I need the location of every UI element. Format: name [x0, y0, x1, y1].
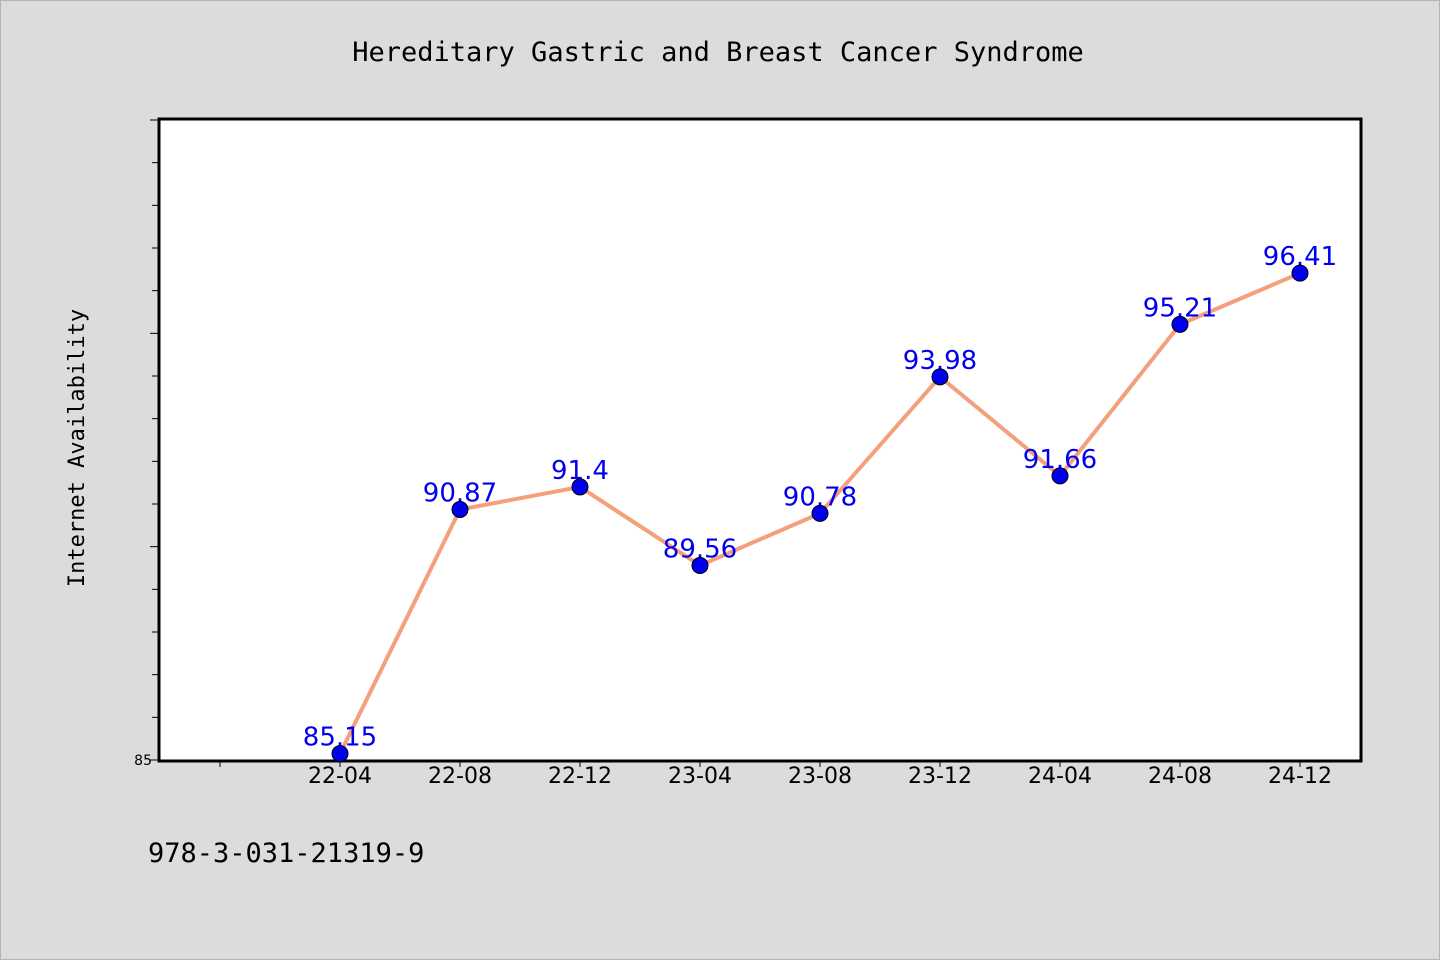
chart-title: Hereditary Gastric and Breast Cancer Syn…	[352, 37, 1084, 68]
y-axis-ticks: 85	[134, 119, 159, 769]
x-tick-label: 22-04	[308, 764, 372, 789]
x-tick-label: 23-12	[908, 764, 972, 789]
data-point	[1171, 315, 1189, 333]
x-tick-label: 24-08	[1148, 764, 1212, 789]
data-point	[451, 501, 469, 519]
footer-isbn: 978-3-031-21319-9	[148, 838, 424, 869]
data-point	[1051, 467, 1069, 485]
x-tick-label: 22-12	[548, 764, 612, 789]
data-point	[1291, 264, 1309, 282]
data-point	[931, 368, 949, 386]
plot-area	[157, 117, 1363, 763]
data-point	[691, 556, 709, 574]
data-point	[331, 745, 349, 763]
x-tick-label: 24-12	[1268, 764, 1332, 789]
x-tick-label: 23-04	[668, 764, 732, 789]
x-axis-ticks: 22-04 22-08 22-12 23-04 23-08 23-12 24-04 24-08…	[219, 761, 1332, 789]
x-tick-label: 24-04	[1028, 764, 1092, 789]
data-point	[811, 504, 829, 522]
x-tick-label: 23-08	[788, 764, 852, 789]
data-point	[571, 478, 589, 496]
x-tick-label: 22-08	[428, 764, 492, 789]
y-tick-label: 85	[134, 753, 152, 769]
series-layer: 85.1590.8791.489.5690.7893.9891.6695.219…	[303, 242, 1337, 763]
y-axis-label: Internet Availability	[65, 309, 90, 587]
